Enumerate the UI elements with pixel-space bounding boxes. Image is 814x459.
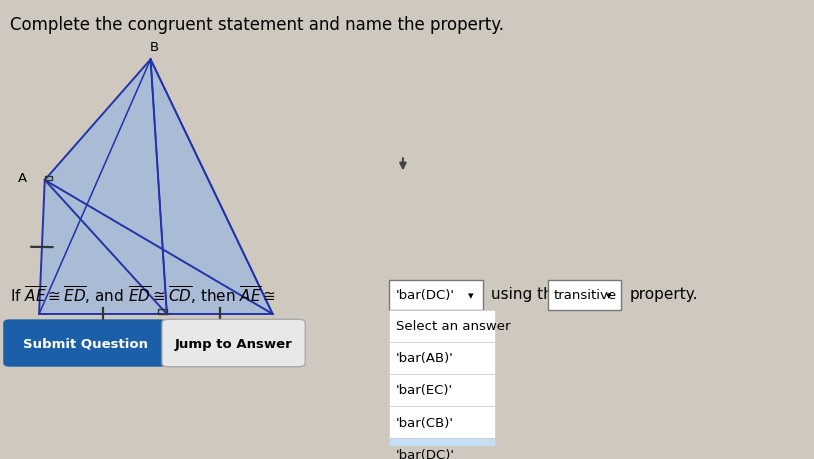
Text: B: B	[150, 41, 160, 54]
FancyBboxPatch shape	[389, 406, 495, 438]
FancyBboxPatch shape	[389, 342, 495, 374]
Text: 'bar(AB)': 'bar(AB)'	[396, 352, 453, 364]
Text: 'bar(DC)': 'bar(DC)'	[396, 289, 454, 302]
FancyArrowPatch shape	[400, 159, 405, 169]
FancyBboxPatch shape	[389, 438, 495, 459]
Text: A: A	[17, 172, 27, 185]
FancyBboxPatch shape	[389, 374, 495, 406]
Text: Select an answer: Select an answer	[396, 319, 510, 332]
Text: 'bar(CB)': 'bar(CB)'	[396, 416, 453, 429]
Text: C: C	[276, 325, 286, 339]
Text: Complete the congruent statement and name the property.: Complete the congruent statement and nam…	[10, 16, 504, 34]
Text: Submit Question: Submit Question	[23, 337, 147, 350]
Text: ▾: ▾	[468, 291, 473, 300]
Text: If $\overline{AE} \cong \overline{ED}$, and $\overline{ED} \cong \overline{CD}$,: If $\overline{AE} \cong \overline{ED}$, …	[10, 283, 276, 305]
Text: 'bar(EC)': 'bar(EC)'	[396, 384, 453, 397]
FancyBboxPatch shape	[548, 281, 621, 310]
Text: 'bar(DC)': 'bar(DC)'	[396, 448, 454, 459]
Text: ▾: ▾	[606, 291, 611, 300]
FancyBboxPatch shape	[389, 281, 483, 310]
Polygon shape	[39, 60, 273, 314]
Text: D: D	[162, 325, 172, 339]
Text: E: E	[28, 325, 37, 339]
Text: property.: property.	[629, 287, 698, 302]
Text: transitive: transitive	[554, 289, 617, 302]
Text: Jump to Answer: Jump to Answer	[175, 337, 292, 350]
Text: using the: using the	[491, 287, 562, 302]
FancyBboxPatch shape	[162, 319, 305, 367]
FancyBboxPatch shape	[389, 310, 495, 342]
FancyBboxPatch shape	[3, 319, 167, 367]
